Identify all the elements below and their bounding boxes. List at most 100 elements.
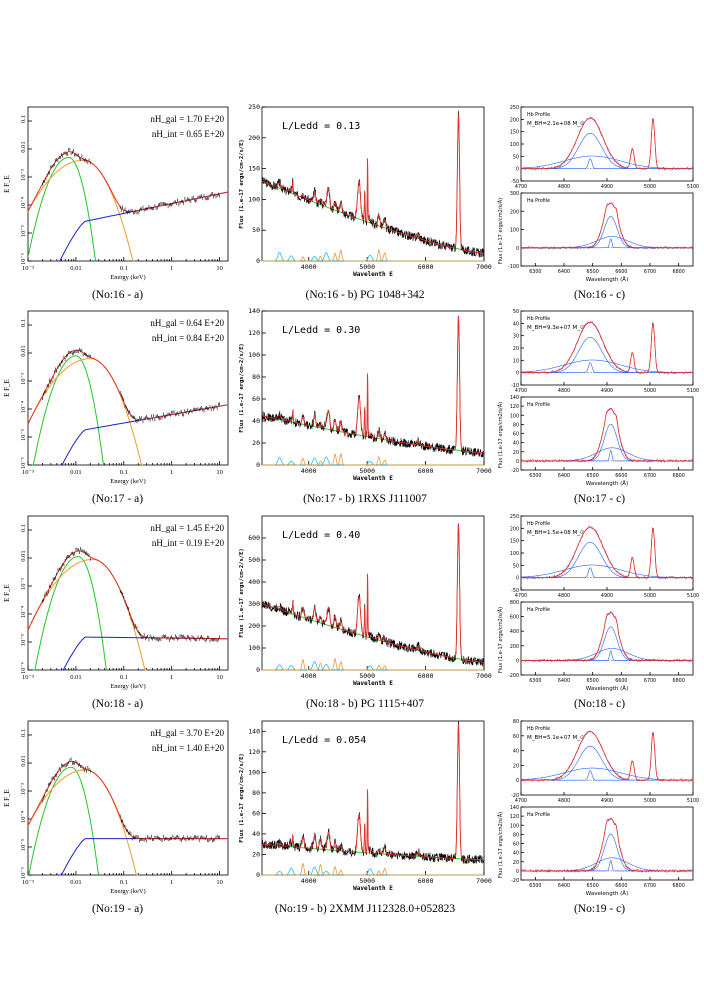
y-tick-label: 80 xyxy=(513,719,519,725)
x-axis-label: Wavelenth E xyxy=(353,680,393,687)
x-tick-label: 6400 xyxy=(558,473,570,479)
profile-title: Hb Profile xyxy=(527,112,550,118)
x-tick-label: 6000 xyxy=(418,877,434,885)
caption-b: (No:17 - b) 1RXS J111007 xyxy=(303,493,427,505)
x-tick-label: 4900 xyxy=(601,184,613,190)
nh-gal-label: nH_gal = 3.70 E+20 xyxy=(150,728,224,738)
y-axis-label: E F_E xyxy=(3,789,11,807)
hbeta-profile-plot: 4700 4800 4900 5000 5100 -50 0 50 100 150 200 250 Hb… xyxy=(510,514,699,599)
panel-c: 4700 4800 4900 5000 5100 -50 0 50 100 150 200 250 Hb… xyxy=(495,103,704,285)
x-tick-label: 0.1 xyxy=(120,469,128,476)
feii-component-curve xyxy=(262,658,484,671)
optical-spectrum-plot: 4000 5000 6000 7000 0 20 40 60 80 100 120 140 Wavele… xyxy=(239,307,492,482)
y-axis-label: E F_E xyxy=(3,379,11,397)
hbeta-profile-plot: 4700 4800 4900 5000 5100 -20 0 20 40 60 80 Hb Profi… xyxy=(511,719,699,804)
profile-title: Hb Profile xyxy=(527,726,550,732)
x-tick-label: 0.01 xyxy=(70,265,81,272)
y-tick-label: 0.1 xyxy=(20,524,27,532)
x-tick-label: 7000 xyxy=(476,467,492,475)
narrow-component xyxy=(521,770,693,781)
y-tick-label: 60 xyxy=(252,809,260,817)
eddington-ratio-label: L/Ledd = 0.30 xyxy=(282,325,360,336)
y-tick-label: 100 xyxy=(510,228,519,234)
x-tick-label: 10⁻³ xyxy=(22,469,34,476)
x-tick-label: 4800 xyxy=(558,593,570,599)
narrow-component xyxy=(521,362,693,373)
y-tick-label: 20 xyxy=(252,439,260,447)
caption-c: (No:16 - c) xyxy=(573,289,626,301)
y-tick-label: 300 xyxy=(248,600,260,608)
observed-spectrum xyxy=(261,523,485,667)
panel-a: 10⁻³ 0.01 0.1 1 10 10⁻⁶ 10⁻⁵ 10⁻⁴ 10⁻³ 0.01 0.1 Ene… xyxy=(0,307,235,489)
profile-fit-curve xyxy=(521,526,693,579)
broad-component-1 xyxy=(521,542,693,578)
y-tick-label: 10⁻⁵ xyxy=(20,839,27,851)
black-hole-mass-label: M_BH=1.5e+08 M_⊙ xyxy=(527,530,585,536)
broad-component-1 xyxy=(521,133,693,169)
y-tick-label: 60 xyxy=(513,432,519,438)
x-tick-label: 6300 xyxy=(529,678,541,684)
y-tick-label: 40 xyxy=(513,321,519,327)
y-tick-label: 50 xyxy=(513,154,519,160)
narrow-component-curve xyxy=(262,866,484,876)
continuum-curve xyxy=(261,180,484,254)
nh-int-label: nH_int = 0.84 E+20 xyxy=(152,333,225,343)
x-tick-label: 0.1 xyxy=(120,674,128,681)
y-tick-label: 0.1 xyxy=(20,115,27,123)
y-tick-label: 10⁻⁴ xyxy=(20,400,27,413)
x-tick-label: 1 xyxy=(170,469,173,476)
feii-component-curve xyxy=(262,249,484,262)
broad-component-2 xyxy=(521,236,693,248)
y-tick-label: 0 xyxy=(256,257,260,265)
profile-fit-curve xyxy=(521,731,693,781)
x-tick-label: 10⁻³ xyxy=(22,674,34,681)
y-tick-label: 50 xyxy=(513,309,519,315)
y-tick-label: 10⁻⁶ xyxy=(20,457,27,469)
y-tick-label: 10⁻⁶ xyxy=(20,867,27,879)
broad-component-2 xyxy=(521,564,693,578)
x-tick-label: 0.01 xyxy=(70,469,81,476)
y-tick-label: 10⁻⁴ xyxy=(20,196,27,209)
x-tick-label: 1 xyxy=(170,265,173,272)
figure-row: 10⁻³ 0.01 0.1 1 10 10⁻⁶ 10⁻⁵ 10⁻⁴ 10⁻³ 0.01 0.1 Ene… xyxy=(0,103,704,308)
x-tick-label: 4900 xyxy=(601,593,613,599)
x-axis-label: Energy (keV) xyxy=(110,683,145,690)
y-tick-label: 100 xyxy=(248,195,260,203)
data-points xyxy=(42,347,220,424)
profile-title: Ha Profile xyxy=(527,812,550,818)
x-axis-label: Wavelenth E xyxy=(353,885,393,892)
x-tick-label: 0.01 xyxy=(70,879,81,886)
nh-gal-label: nH_gal = 1.45 E+20 xyxy=(150,523,224,533)
y-tick-label: 60 xyxy=(252,395,260,403)
observed-profile xyxy=(520,611,694,663)
model-fit-curve xyxy=(261,114,484,254)
y-tick-label: 200 xyxy=(510,644,519,650)
y-tick-label: 200 xyxy=(510,526,519,532)
x-tick-label: 4700 xyxy=(515,798,527,804)
y-tick-label: 10⁻³ xyxy=(20,578,27,590)
broad-component-2 xyxy=(521,447,693,462)
y-tick-label: 100 xyxy=(510,142,519,148)
y-tick-label: 0 xyxy=(516,459,519,465)
y-tick-label: 10⁻³ xyxy=(20,373,27,385)
x-tick-label: 6000 xyxy=(418,467,434,475)
y-tick-label: 0.01 xyxy=(20,345,27,356)
x-tick-label: 10 xyxy=(216,265,223,272)
y-tick-label: 10⁻⁶ xyxy=(20,662,27,674)
x-axis-label: Wavelenth E xyxy=(353,271,393,278)
x-tick-label: 6800 xyxy=(673,678,685,684)
x-tick-label: 4900 xyxy=(601,388,613,394)
halpha-profile-plot: 6300 6400 6500 6600 6700 6800 -20 0 20 40 60 80 100 1… xyxy=(510,805,694,889)
x-axis-label: Energy (keV) xyxy=(110,274,145,281)
power-law-curve xyxy=(55,191,228,262)
narrow-component xyxy=(521,238,693,249)
y-tick-label: 120 xyxy=(248,329,260,337)
y-tick-label: 0 xyxy=(516,658,519,664)
panel-b: 4000 5000 6000 7000 0 20 40 60 80 100 120 140 Wavele… xyxy=(235,717,495,899)
x-tick-label: 4700 xyxy=(515,184,527,190)
blackbody-1-curve xyxy=(27,766,100,876)
x-tick-label: 6400 xyxy=(558,678,570,684)
x-tick-label: 4000 xyxy=(301,672,317,680)
x-tick-label: 6700 xyxy=(644,269,656,275)
eddington-ratio-label: L/Ledd = 0.13 xyxy=(282,121,360,132)
